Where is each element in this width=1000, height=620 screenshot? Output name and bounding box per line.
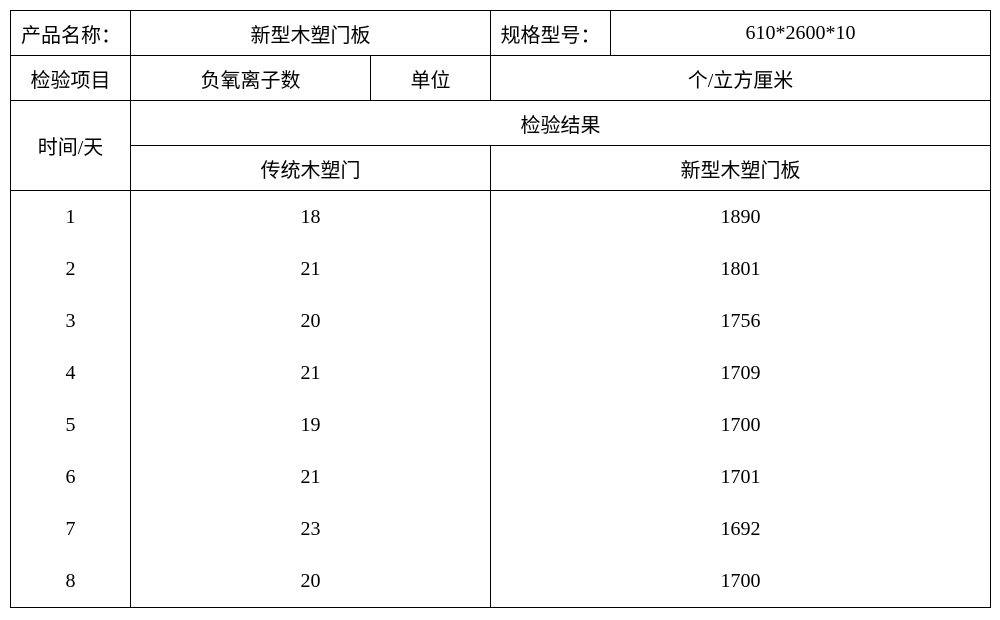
new-value-cell: 1692	[491, 503, 991, 555]
day-cell: 7	[11, 503, 131, 555]
day-cell: 1	[11, 191, 131, 244]
traditional-value-cell: 21	[131, 451, 491, 503]
new-value-cell: 1756	[491, 295, 991, 347]
table-row: 7231692	[11, 503, 991, 555]
new-value-cell: 1700	[491, 555, 991, 608]
new-value-cell: 1709	[491, 347, 991, 399]
traditional-value-cell: 20	[131, 555, 491, 608]
table-row: 3201756	[11, 295, 991, 347]
new-col-header: 新型木塑门板	[491, 146, 991, 191]
row4: 传统木塑门 新型木塑门板	[11, 146, 991, 191]
day-cell: 4	[11, 347, 131, 399]
traditional-value-cell: 21	[131, 347, 491, 399]
traditional-value-cell: 19	[131, 399, 491, 451]
table-row: 8201700	[11, 555, 991, 608]
unit-value: 个/立方厘米	[491, 56, 991, 101]
day-cell: 6	[11, 451, 131, 503]
day-cell: 2	[11, 243, 131, 295]
day-cell: 3	[11, 295, 131, 347]
table-row: 5191700	[11, 399, 991, 451]
traditional-col-header: 传统木塑门	[131, 146, 491, 191]
header-row: 产品名称： 新型木塑门板 规格型号： 610*2600*10	[11, 11, 991, 56]
unit-label: 单位	[371, 56, 491, 101]
table-row: 6211701	[11, 451, 991, 503]
traditional-value-cell: 21	[131, 243, 491, 295]
inspection-item-label: 检验项目	[11, 56, 131, 101]
neg-ion-count-label: 负氧离子数	[131, 56, 371, 101]
day-cell: 8	[11, 555, 131, 608]
new-value-cell: 1700	[491, 399, 991, 451]
table-row: 4211709	[11, 347, 991, 399]
product-name-value: 新型木塑门板	[131, 11, 491, 56]
row2: 检验项目 负氧离子数 单位 个/立方厘米	[11, 56, 991, 101]
product-name-label: 产品名称：	[11, 11, 131, 56]
inspection-table: 产品名称： 新型木塑门板 规格型号： 610*2600*10 检验项目 负氧离子…	[10, 10, 991, 608]
result-label: 检验结果	[131, 101, 991, 146]
traditional-value-cell: 20	[131, 295, 491, 347]
table-row: 2211801	[11, 243, 991, 295]
new-value-cell: 1890	[491, 191, 991, 244]
new-value-cell: 1801	[491, 243, 991, 295]
new-value-cell: 1701	[491, 451, 991, 503]
spec-label: 规格型号：	[491, 11, 611, 56]
traditional-value-cell: 23	[131, 503, 491, 555]
day-cell: 5	[11, 399, 131, 451]
traditional-value-cell: 18	[131, 191, 491, 244]
spec-value: 610*2600*10	[611, 11, 991, 56]
table-row: 1181890	[11, 191, 991, 244]
row3: 时间/天 检验结果	[11, 101, 991, 146]
time-day-label: 时间/天	[11, 101, 131, 191]
